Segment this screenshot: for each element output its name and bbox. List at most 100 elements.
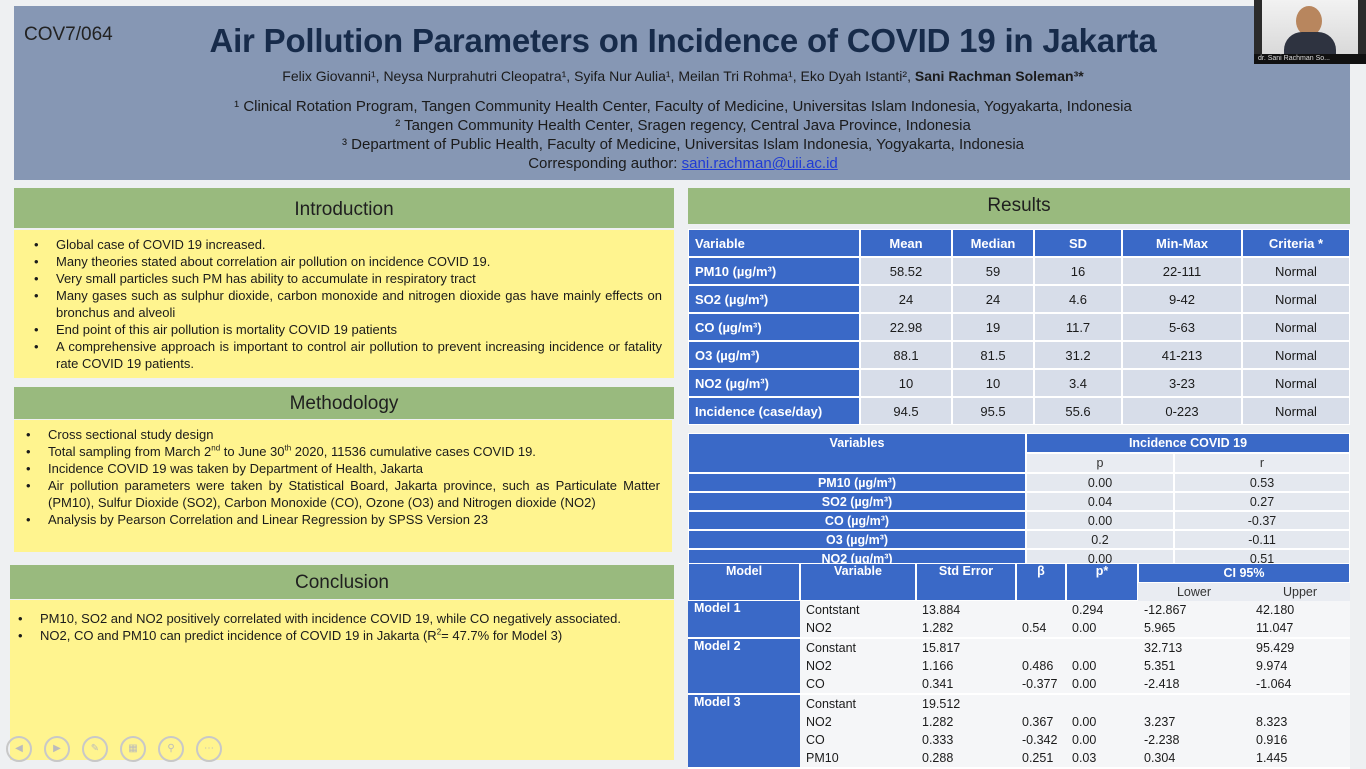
table-row: Model 3 Constant 19.512 [688, 695, 1350, 769]
reg-variable-cell: Constant [800, 695, 916, 713]
desc-value-cell: 3.4 [1034, 369, 1122, 397]
slides-icon[interactable]: ▦ [120, 736, 146, 762]
reg-value-cell [1250, 695, 1350, 713]
reg-header-ci: CI 95% [1138, 563, 1350, 583]
corr-value-cell: -0.11 [1174, 530, 1350, 549]
table-row: Model 1 Contstant 13.884 0.294 -12.867 42.180 [688, 601, 1350, 639]
prev-icon[interactable]: ◀ [6, 736, 32, 762]
reg-value-cell: 0.00 [1066, 675, 1138, 695]
reg-value-cell: 0.916 [1250, 731, 1350, 749]
reg-value-cell: 0.54 [1016, 619, 1066, 639]
desc-variable-cell: O3 (µg/m³) [688, 341, 860, 369]
desc-value-cell: 58.52 [860, 257, 952, 285]
desc-value-cell: 5-63 [1122, 313, 1242, 341]
desc-variable-cell: Incidence (case/day) [688, 397, 860, 425]
introduction-heading: Introduction [14, 188, 674, 228]
desc-value-cell: 10 [860, 369, 952, 397]
reg-value-cell: 1.445 [1250, 749, 1350, 769]
reg-value-cell [1016, 639, 1066, 657]
reg-value-cell [1016, 695, 1066, 713]
desc-value-cell: 24 [952, 285, 1034, 313]
reg-value-cell: 15.817 [916, 639, 1016, 657]
authors-plain: Felix Giovanni¹, Neysa Nurprahutri Cleop… [282, 68, 911, 84]
affiliation-2: ² Tangen Community Health Center, Sragen… [395, 117, 971, 134]
next-icon[interactable]: ▶ [44, 736, 70, 762]
reg-value-cell: 0.251 [1016, 749, 1066, 769]
reg-value-cell: 3.237 [1138, 713, 1250, 731]
reg-value-cell: 0.00 [1066, 657, 1138, 675]
reg-model-cell: Model 2 [688, 639, 800, 695]
reg-value-cell [1066, 639, 1138, 657]
corr-value-cell: -0.37 [1174, 511, 1350, 530]
desc-value-cell: Normal [1242, 397, 1350, 425]
reg-value-cell: 0.486 [1016, 657, 1066, 675]
correlation-header-row: Variables Incidence COVID 19 [688, 433, 1350, 473]
desc-header-cell: Variable [688, 229, 860, 257]
corresponding-author-name: Sani Rachman Soleman³* [914, 68, 1084, 84]
desc-value-cell: 11.7 [1034, 313, 1122, 341]
presenter-face [1296, 6, 1322, 36]
reg-sub-lower: Lower [1138, 583, 1250, 601]
reg-value-cell: 0.367 [1016, 713, 1066, 731]
reg-value-cell: 5.351 [1138, 657, 1250, 675]
reg-header-p: p* [1066, 563, 1138, 601]
desc-value-cell: Normal [1242, 341, 1350, 369]
desc-value-cell: 10 [952, 369, 1034, 397]
corresponding-email-link[interactable]: sani.rachman@uii.ac.id [681, 155, 838, 172]
reg-header-variable: Variable [800, 563, 916, 601]
reg-model-cell: Model 1 [688, 601, 800, 639]
corr-header-variables: Variables [688, 433, 1026, 473]
reg-value-cell: 0.288 [916, 749, 1016, 769]
methodology-list: Cross sectional study design Total sampl… [26, 426, 660, 528]
pen-icon[interactable]: ✎ [82, 736, 108, 762]
correlation-subheader-row: p r [688, 453, 1350, 473]
introduction-item: Very small particles such PM has ability… [34, 270, 662, 287]
author-list: Felix Giovanni¹, Neysa Nurprahutri Cleop… [0, 68, 1366, 84]
methodology-item: Analysis by Pearson Correlation and Line… [26, 511, 660, 528]
presenter-video-thumbnail[interactable]: dr. Sani Rachman So... [1254, 0, 1366, 64]
table-row: CO 0.333 -0.342 0.00 -2.238 0.916 [688, 731, 1350, 749]
poster-code: COV7/064 [24, 24, 113, 45]
conclusion-panel: PM10, SO2 and NO2 positively correlated … [10, 600, 674, 760]
desc-value-cell: 31.2 [1034, 341, 1122, 369]
reg-value-cell: -0.377 [1016, 675, 1066, 695]
reg-value-cell: 0.304 [1138, 749, 1250, 769]
more-icon[interactable]: ⋯ [196, 736, 222, 762]
reg-header-beta: β [1016, 563, 1066, 601]
reg-variable-cell: Contstant [800, 601, 916, 619]
introduction-item: End point of this air pollution is morta… [34, 321, 662, 338]
video-caption: dr. Sani Rachman So... [1254, 54, 1366, 64]
reg-value-cell: 95.429 [1250, 639, 1350, 657]
reg-value-cell: -1.064 [1250, 675, 1350, 695]
table-row: NO2 1.166 0.486 0.00 5.351 9.974 [688, 657, 1350, 675]
correlation-table: Variables Incidence COVID 19 p r PM10 (µ… [688, 433, 1350, 568]
corr-value-cell: 0.00 [1026, 511, 1174, 530]
corr-sub-p: p [1026, 453, 1174, 473]
table-row: NO2 1.282 0.54 0.00 5.965 11.047 [688, 619, 1350, 639]
reg-model-cell: Model 3 [688, 695, 800, 769]
reg-header-model: Model [688, 563, 800, 601]
reg-variable-cell: PM10 [800, 749, 916, 769]
reg-value-cell [1138, 695, 1250, 713]
reg-value-cell: -0.342 [1016, 731, 1066, 749]
conclusion-item: NO2, CO and PM10 can predict incidence o… [18, 627, 660, 644]
desc-value-cell: 41-213 [1122, 341, 1242, 369]
reg-value-cell: 0.03 [1066, 749, 1138, 769]
desc-header-cell: Mean [860, 229, 952, 257]
corr-variable-cell: SO2 (µg/m³) [688, 492, 1026, 511]
desc-variable-cell: PM10 (µg/m³) [688, 257, 860, 285]
zoom-icon[interactable]: ⚲ [158, 736, 184, 762]
reg-variable-cell: CO [800, 731, 916, 749]
table-row: NO2 1.282 0.367 0.00 3.237 8.323 [688, 713, 1350, 731]
desc-value-cell: 55.6 [1034, 397, 1122, 425]
introduction-item: Many gases such as sulphur dioxide, carb… [34, 287, 662, 321]
regression-header-row: Model Variable Std Error β p* CI 95% [688, 563, 1350, 601]
reg-variable-cell: Constant [800, 639, 916, 657]
methodology-item: Air pollution parameters were taken by S… [26, 477, 660, 511]
introduction-item: A comprehensive approach is important to… [34, 338, 662, 372]
corr-sub-r: r [1174, 453, 1350, 473]
desc-value-cell: 24 [860, 285, 952, 313]
reg-sub-upper: Upper [1250, 583, 1350, 601]
reg-value-cell: 1.282 [916, 619, 1016, 639]
desc-value-cell: Normal [1242, 257, 1350, 285]
